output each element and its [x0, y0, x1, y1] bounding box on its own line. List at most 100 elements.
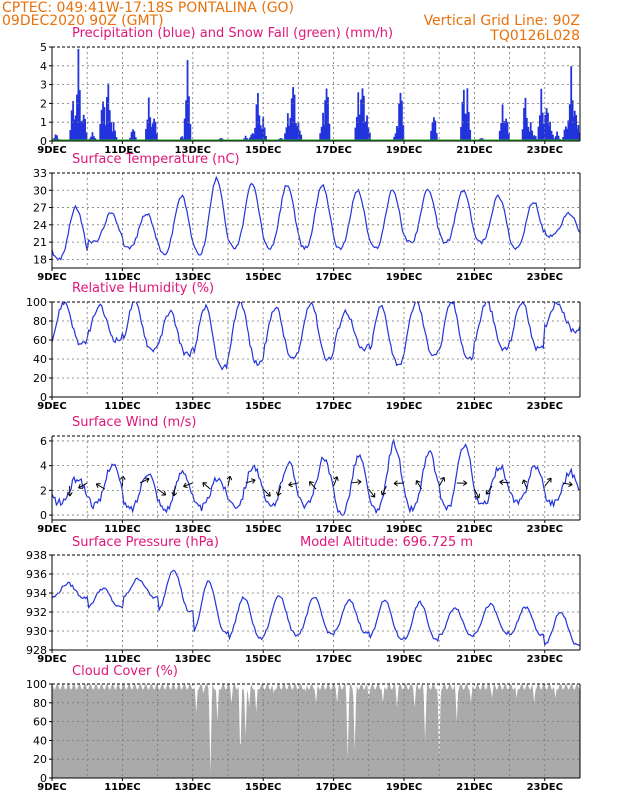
x-tick-label: 17DEC	[315, 145, 351, 156]
precip-bar	[72, 101, 75, 141]
precip-bar	[263, 127, 266, 141]
precip-bar	[254, 127, 257, 141]
precip-bar	[250, 134, 253, 141]
y-tick-label: 0	[40, 509, 47, 522]
precip-bar	[133, 131, 136, 141]
precip-bar	[366, 115, 368, 141]
y-tick-label: 2	[40, 484, 47, 497]
y-tick-label: 0	[40, 391, 47, 404]
x-tick-label: 21DEC	[456, 782, 492, 793]
precip-bar	[360, 99, 362, 141]
precip-bar	[325, 88, 328, 141]
precip-bar	[357, 92, 360, 141]
y-tick-label: 936	[26, 568, 47, 581]
x-tick-label: 13DEC	[175, 272, 211, 283]
data-layer	[52, 569, 580, 647]
wind-arrow	[351, 481, 362, 484]
precip-bar	[501, 104, 504, 141]
wind-arrow-head	[380, 490, 387, 496]
precip-bar	[56, 135, 58, 141]
panel-title: Surface Pressure (hPa)	[72, 535, 219, 550]
precip-bar	[431, 122, 434, 141]
wind-arrow-head	[250, 478, 256, 484]
x-tick-label: 15DEC	[245, 654, 281, 665]
precip-bar	[253, 134, 255, 141]
header: CPTEC: 049:41W-17:18S PONTALINA (GO) 09D…	[2, 0, 580, 44]
precip-bar	[186, 60, 189, 141]
precip-bar	[533, 135, 536, 141]
wind-arrow	[562, 482, 573, 486]
precip-bar	[259, 134, 262, 141]
y-tick-label: 932	[26, 606, 47, 619]
wind-arrow	[277, 485, 282, 496]
precip-bar	[81, 120, 84, 141]
x-tick-label: 23DEC	[527, 401, 563, 412]
x-tick-label: 21DEC	[456, 145, 492, 156]
x-tick-label: 9DEC	[37, 145, 66, 156]
precip-bar	[531, 130, 534, 141]
wind-arrow-head	[462, 480, 468, 487]
precip-bar	[469, 129, 472, 141]
model-altitude: Model Altitude: 696.725 m	[300, 535, 473, 550]
y-tick-label: 3	[40, 79, 47, 92]
precip-bar	[556, 131, 559, 141]
precip-bar	[540, 88, 543, 141]
precip-bar	[568, 104, 571, 141]
y-tick-label: 0	[40, 135, 47, 148]
header-date: 09DEC2020 90Z (GMT)	[2, 13, 164, 29]
data-layer	[52, 48, 580, 141]
precip-bar	[363, 134, 366, 141]
y-tick-label: 80	[33, 315, 47, 328]
precip-bar	[251, 133, 254, 141]
precip-bar	[70, 110, 73, 141]
wind-arrow	[438, 477, 445, 487]
wind-arrow-head	[333, 476, 339, 481]
precip-bar	[328, 123, 331, 141]
x-tick-label: 13DEC	[175, 782, 211, 793]
panel-title: Relative Humidity (%)	[72, 281, 214, 296]
precip-bar	[106, 97, 108, 141]
precip-bar	[129, 137, 132, 141]
precip-bar	[285, 127, 288, 141]
x-tick-label: 19DEC	[386, 654, 422, 665]
x-tick-label: 19DEC	[386, 272, 422, 283]
data-layer	[52, 438, 580, 517]
wind-arrow-head	[171, 491, 178, 497]
x-tick-label: 11DEC	[104, 524, 140, 535]
precip-bar	[99, 124, 102, 141]
x-tick-label: 11DEC	[104, 145, 140, 156]
precip-bar	[398, 103, 400, 141]
precip-bar	[573, 110, 576, 141]
x-tick-label: 13DEC	[175, 145, 211, 156]
precip-bar	[400, 100, 403, 141]
precip-bar	[189, 124, 192, 141]
wind-arrow	[245, 479, 256, 484]
precip-bar	[525, 117, 528, 141]
precip-bar	[461, 101, 464, 141]
x-tick-label: 21DEC	[456, 272, 492, 283]
y-tick-label: 60	[33, 334, 47, 347]
wind-arrow	[522, 479, 528, 490]
wind-arrow	[309, 481, 317, 490]
wind-arrow	[78, 482, 88, 489]
panel-title: Precipitation (blue) and Snow Fall (gree…	[72, 26, 393, 41]
precip-bar	[498, 130, 501, 141]
precip-bar	[145, 129, 147, 141]
y-tick-label: 4	[40, 460, 47, 473]
wind-arrow-head	[265, 491, 271, 497]
x-tick-label: 23DEC	[527, 654, 563, 665]
wind-arrow-head	[288, 481, 293, 488]
header-station: CPTEC: 049:41W-17:18S PONTALINA (GO)	[2, 0, 294, 16]
x-tick-label: 9DEC	[37, 401, 66, 412]
precip-bar	[296, 126, 298, 141]
precip-bar	[244, 135, 247, 141]
panel-4: Surface Wind (m/s) 0 2 4 6 9DEC 11DEC 13DEC 15DE…	[37, 415, 581, 535]
precip-bar	[523, 108, 525, 141]
x-tick-label: 11DEC	[104, 401, 140, 412]
precip-bar	[361, 88, 364, 141]
precip-bar	[115, 137, 118, 141]
precip-bar	[111, 131, 114, 141]
precip-bar	[153, 118, 155, 141]
precip-bar	[430, 130, 433, 141]
precip-bar	[549, 121, 551, 141]
